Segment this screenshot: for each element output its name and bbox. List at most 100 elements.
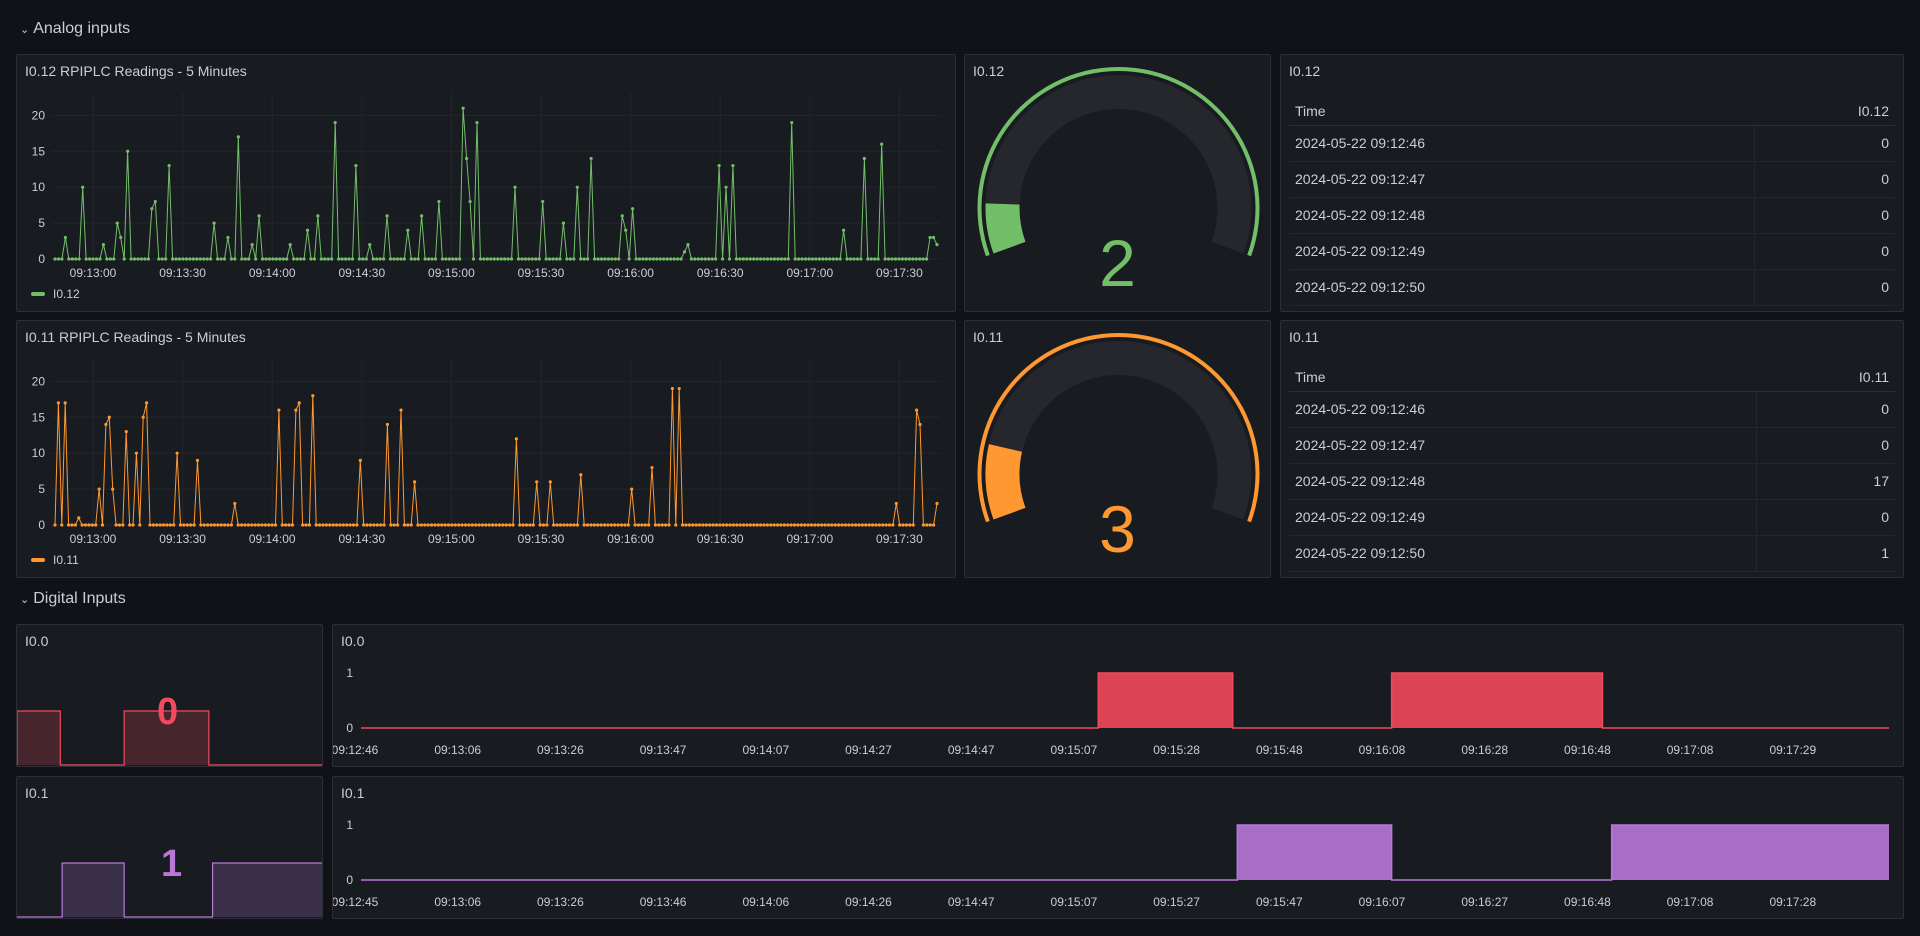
panel-title: I0.0 [25,633,49,649]
data-point [640,523,644,527]
data-point [869,257,873,261]
data-point [828,257,832,261]
data-point [70,257,74,261]
data-point [793,257,797,261]
panel-i01-timeseries[interactable]: I0.1 0 1 09:12:45 09:13:06 09:13:26 09:13:46 0… [332,776,1904,919]
data-point [810,257,815,261]
panel-i01-stat[interactable]: I0.1 1 [16,776,323,919]
column-header-time[interactable]: Time [1289,363,1757,392]
panel-i011-gauge[interactable]: I0.11 3 [964,320,1271,578]
data-point [343,257,348,261]
panel-i00-timeseries[interactable]: I0.0 0 1 09:12:46 09:13:06 09:13:26 09:13:47 0… [332,624,1904,767]
data-point [433,523,437,527]
data-point [752,257,756,261]
data-point [738,257,742,261]
row-header-digital[interactable]: ⌄ Digital Inputs [20,590,126,608]
data-point [606,523,610,527]
column-header-value[interactable]: I0.12 [1754,97,1895,126]
panel-i011-table[interactable]: I0.11 Time I0.11 2024-05-22 09:12:46 0 20… [1280,320,1904,578]
data-point [684,523,688,527]
row-header-analog[interactable]: ⌄ Analog inputs [20,20,130,38]
data-point [842,228,846,232]
x-tick-label: 09:15:47 [1256,895,1303,909]
data-point [148,523,152,527]
data-point [789,523,793,527]
data-point [236,523,240,527]
data-point [720,257,725,261]
data-point [121,523,125,527]
x-tick-label: 09:13:00 [70,532,117,546]
table-row: 2024-05-22 09:12:50 1 [1289,535,1895,572]
data-point [302,257,306,261]
table-row: 2024-05-22 09:12:49 0 [1289,233,1895,270]
x-tick-label: 09:16:28 [1461,743,1508,757]
data-point [689,257,694,261]
column-header-time[interactable]: Time [1289,97,1755,126]
data-point [119,235,123,240]
data-point [229,523,233,527]
data-point [653,523,658,527]
data-point [928,523,932,527]
legend-i012[interactable]: I0.12 [31,287,80,301]
data-point [83,523,88,527]
data-point [511,523,515,527]
data-point [66,523,71,527]
panel-i00-stat[interactable]: I0.0 0 [16,624,323,767]
data-point [290,523,295,527]
state-line [361,824,1889,881]
data-point [514,437,518,441]
data-point [311,394,315,398]
data-point [98,257,102,261]
data-point [797,257,801,261]
data-point [205,257,209,261]
legend-i011[interactable]: I0.11 [31,553,79,567]
data-point [492,257,496,261]
data-point [292,257,296,261]
data-point [260,257,265,261]
data-point [497,523,501,527]
data-point [295,257,299,261]
data-point [891,523,895,527]
data-point [575,185,579,189]
data-point [687,523,691,527]
column-header-value[interactable]: I0.11 [1756,363,1895,392]
data-point [433,257,438,261]
x-tick-label: 09:16:48 [1564,895,1611,909]
data-point [151,523,155,527]
cell-time: 2024-05-22 09:12:49 [1289,233,1755,270]
data-point [361,257,365,261]
panel-i012-table[interactable]: I0.12 Time I0.12 2024-05-22 09:12:46 0 20… [1280,54,1904,312]
data-point [280,523,284,527]
gauge-value-arc [985,444,1026,520]
data-point [816,523,820,527]
data-point [893,257,898,261]
data-point [267,523,271,527]
data-point [357,257,361,261]
data-point [192,523,196,527]
cell-time: 2024-05-22 09:12:48 [1289,463,1758,500]
data-point [551,257,555,261]
data-point [518,523,522,527]
data-point [372,523,376,527]
data-point [388,257,393,261]
panel-title: I0.12 RPIPLC Readings - 5 Minutes [25,63,247,79]
data-point [316,214,320,218]
data-point [714,523,719,527]
data-point [516,257,521,261]
data-point [881,523,885,527]
panel-i011-timeseries[interactable]: I0.11 RPIPLC Readings - 5 Minutes 0 5 10 15… [16,320,956,578]
data-point [503,257,507,261]
data-point [284,523,288,527]
data-point [331,523,335,527]
data-point [620,214,624,218]
data-point [572,523,576,527]
panel-i012-gauge[interactable]: I0.12 2 [964,54,1271,312]
data-point [643,523,647,527]
data-point [562,523,566,527]
sparkline-area [17,863,322,917]
panel-i012-timeseries[interactable]: I0.12 RPIPLC Readings - 5 Minutes 0 5 10 15… [16,54,956,312]
data-point [138,523,142,527]
x-tick-label: 09:17:29 [1769,743,1816,757]
x-tick-label: 09:13:30 [159,532,206,546]
data-point [77,257,81,261]
